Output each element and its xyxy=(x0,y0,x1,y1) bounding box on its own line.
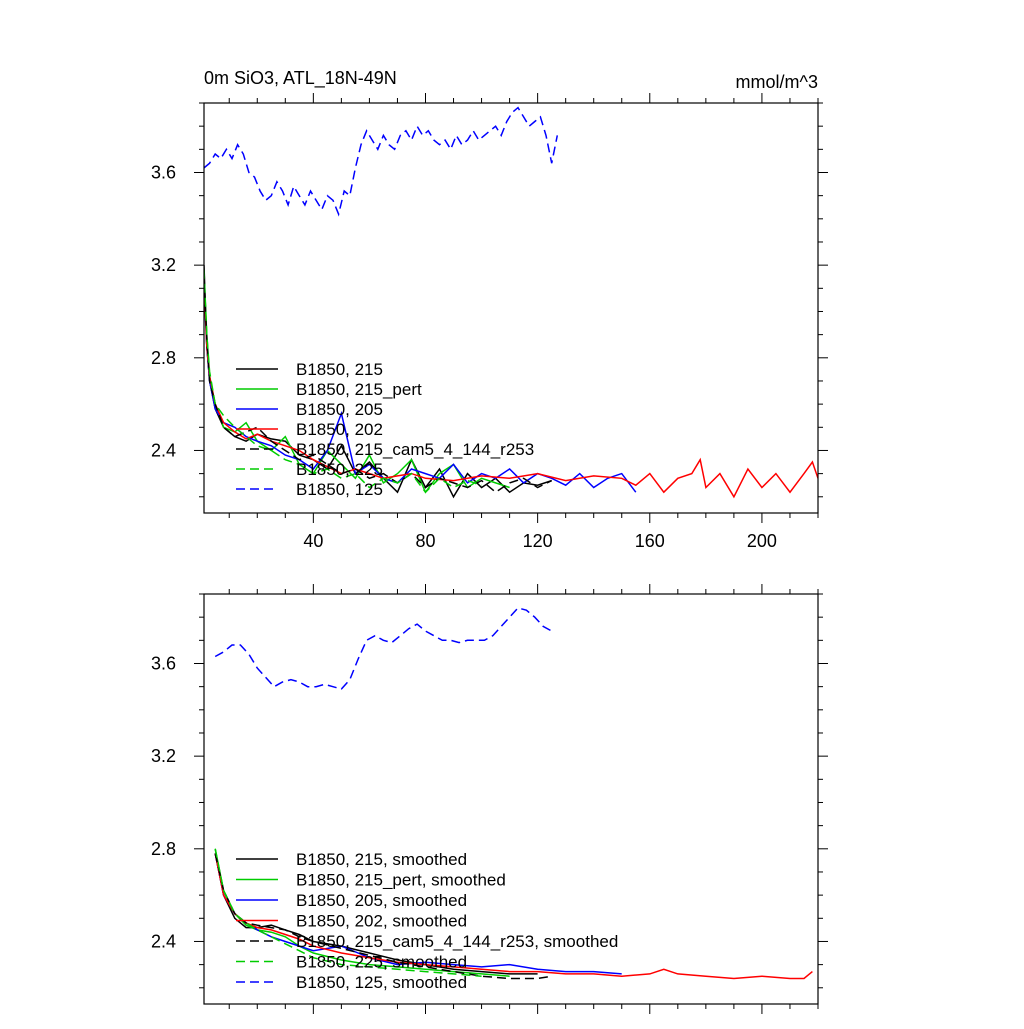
x-tick-label: 120 xyxy=(523,531,553,551)
plot-frame xyxy=(203,102,819,514)
legend-label: B1850, 215, smoothed xyxy=(296,850,467,869)
chart-title-right: mmol/m^3 xyxy=(736,72,818,92)
legend-label: B1850, 205, smoothed xyxy=(296,891,467,910)
y-tick-label: 2.4 xyxy=(151,440,176,460)
series-line-3 xyxy=(214,853,813,980)
y-tick-label: 3.2 xyxy=(151,746,176,766)
plot-frame xyxy=(203,593,819,1005)
legend-label: B1850, 202 xyxy=(296,420,383,439)
series-line-6 xyxy=(214,607,553,690)
chart-title-left: 0m SiO3, ATL_18N-49N xyxy=(204,68,397,89)
legend-label: B1850, 205 xyxy=(296,400,383,419)
y-tick-label: 2.8 xyxy=(151,839,176,859)
series-line-6 xyxy=(204,106,559,217)
y-tick-label: 2.8 xyxy=(151,348,176,368)
series-line-4 xyxy=(204,276,553,494)
legend-label: B1850, 125, smoothed xyxy=(296,973,467,992)
legend-label: B1850, 215_cam5_4_144_r253 xyxy=(296,440,534,459)
series-group xyxy=(214,607,813,980)
series-line-5 xyxy=(214,848,482,977)
legend-label: B1850, 125 xyxy=(296,480,383,499)
legend-label: B1850, 215_cam5_4_144_r253, smoothed xyxy=(296,932,618,951)
series-line-1 xyxy=(214,848,510,977)
y-tick-label: 3.2 xyxy=(151,255,176,275)
x-tick-label: 80 xyxy=(415,531,435,551)
series-line-4 xyxy=(214,853,552,980)
legend-label: B1850, 225, smoothed xyxy=(296,953,467,972)
legend-label: B1850, 215 xyxy=(296,360,383,379)
legend-label: B1850, 202, smoothed xyxy=(296,912,467,931)
x-tick-label: 160 xyxy=(635,531,665,551)
series-line-3 xyxy=(204,283,818,499)
series-group xyxy=(204,106,818,499)
series-line-5 xyxy=(204,269,482,494)
y-tick-label: 2.4 xyxy=(151,931,176,951)
legend-label: B1850, 215_pert xyxy=(296,380,422,399)
legend-label: B1850, 215_pert, smoothed xyxy=(296,871,506,890)
y-tick-label: 3.6 xyxy=(151,162,176,182)
legend: B1850, 215, smoothed B1850, 215_pert, smo… xyxy=(236,850,618,992)
x-tick-label: 200 xyxy=(747,531,777,551)
x-tick-label: 40 xyxy=(303,531,323,551)
legend-label: B1850, 225 xyxy=(296,460,383,479)
y-tick-label: 3.6 xyxy=(151,653,176,673)
